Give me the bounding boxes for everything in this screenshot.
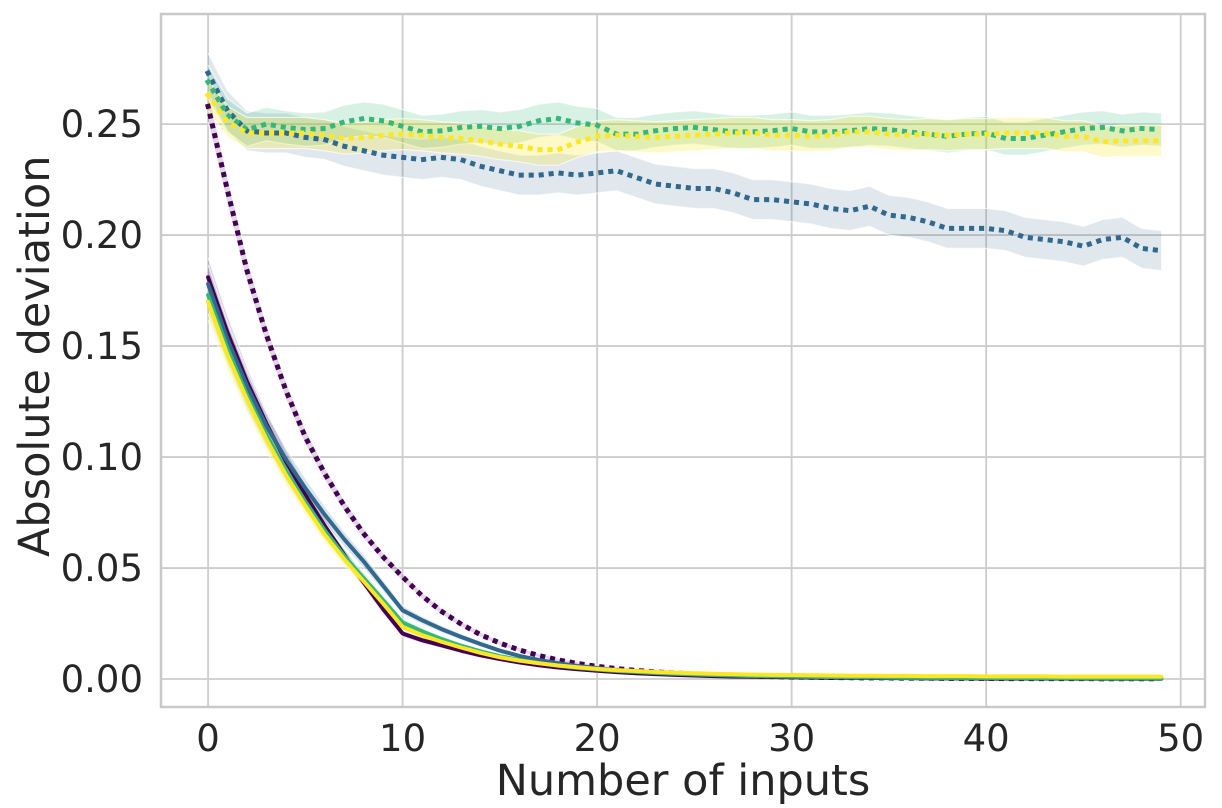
x-tick-label: 40 (963, 717, 1010, 760)
x-axis-label: Number of inputs (495, 756, 871, 806)
series-line-dotted-blue (204, 69, 1164, 254)
ci-band-edge-solid-green (207, 313, 1162, 681)
series-line-solid-green (206, 293, 1164, 681)
ci-band-edge-dotted-green (207, 64, 1162, 123)
ci-band-edge-dotted-yellow (207, 79, 1162, 135)
ci-band-edge-dotted-blue (207, 92, 1162, 272)
series-line-dotted-green (204, 78, 1164, 142)
ci-band-edge-solid-blue (207, 264, 1162, 678)
y-tick-label: 0.10 (61, 436, 143, 479)
series-line-solid-blue (206, 281, 1164, 681)
x-tick-label: 30 (768, 717, 815, 760)
ci-band-dotted-blue (208, 53, 1162, 271)
ci-band-edge-solid-green (207, 276, 1162, 678)
x-tick-label: 20 (574, 717, 621, 760)
series-line-solid-yellow (206, 299, 1164, 679)
axes-frame (159, 12, 1207, 709)
ci-band-edge-dotted-yellow (207, 110, 1162, 166)
ci-band-dotted-yellow (208, 79, 1162, 166)
ci-band-edge-solid-yellow (207, 319, 1162, 679)
ci-band-solid-yellow (208, 283, 1162, 679)
x-tick-label: 50 (1157, 717, 1204, 760)
ci-band-edge-solid-blue (207, 302, 1162, 681)
x-tick-label: 10 (379, 717, 426, 760)
y-axis-label: Absolute deviation (10, 155, 60, 557)
ci-band-edge-solid-purple (207, 257, 1162, 679)
ci-band-solid-blue (208, 264, 1162, 680)
x-tick-label: 0 (196, 717, 220, 760)
y-tick-label: 0.15 (61, 325, 143, 368)
y-tick-label: 0.25 (61, 103, 143, 146)
ci-band-solid-purple (208, 257, 1162, 681)
ci-band-edge-dotted-green (207, 98, 1162, 156)
ci-band-edge-solid-yellow (207, 283, 1162, 676)
y-tick-label: 0.05 (61, 547, 143, 590)
ci-band-edge-dotted-blue (207, 52, 1162, 232)
series-line-solid-purple (206, 275, 1164, 681)
y-tick-label: 0.00 (61, 658, 143, 701)
ci-band-solid-green (208, 276, 1162, 680)
ci-band-edge-solid-purple (207, 296, 1162, 681)
y-tick-label: 0.20 (61, 214, 143, 257)
